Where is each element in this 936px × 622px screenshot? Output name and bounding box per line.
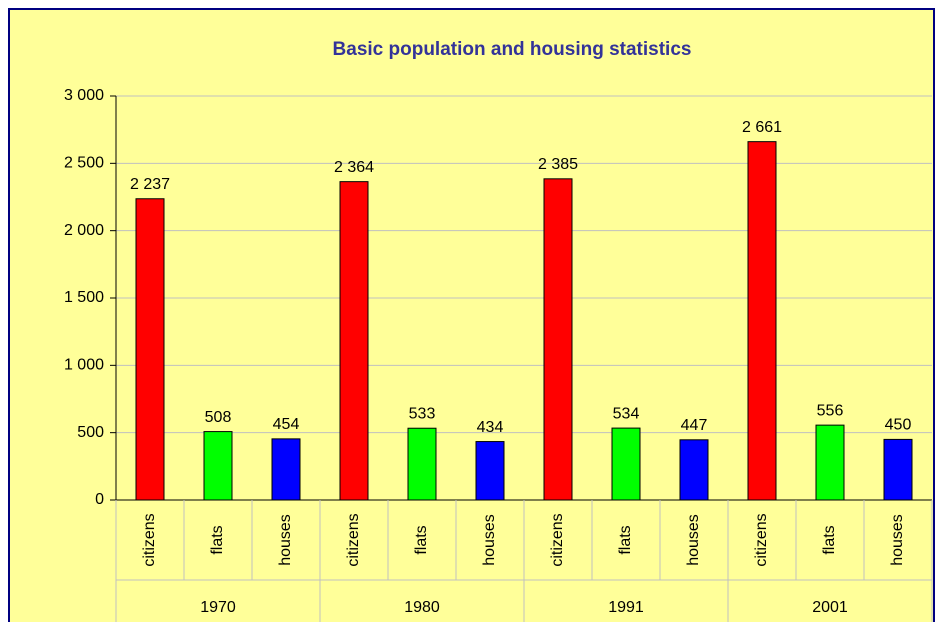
value-label: 2 237 (130, 176, 170, 193)
y-tick-label: 0 (95, 491, 104, 508)
bar (407, 427, 437, 501)
x-tick-label: citizens (345, 513, 362, 566)
bar (611, 427, 641, 501)
x-group-label: 1970 (200, 599, 236, 616)
y-tick-label: 2 500 (64, 155, 104, 172)
y-tick-label: 1 500 (64, 289, 104, 306)
value-label: 454 (273, 416, 300, 433)
bar (135, 198, 165, 501)
value-label: 2 364 (334, 159, 374, 176)
x-group-label: 1980 (404, 599, 440, 616)
bar (883, 438, 913, 501)
x-tick-label: flats (413, 525, 430, 554)
x-tick-label: flats (821, 525, 838, 554)
bar (203, 431, 233, 501)
x-tick-label: houses (685, 514, 702, 566)
value-label: 556 (817, 402, 844, 419)
y-tick-label: 1 000 (64, 357, 104, 374)
x-tick-label: flats (209, 525, 226, 554)
y-tick-label: 3 000 (64, 87, 104, 104)
x-tick-label: citizens (549, 513, 566, 566)
x-tick-label: houses (277, 514, 294, 566)
x-tick-label: citizens (141, 513, 158, 566)
y-tick-label: 2 000 (64, 222, 104, 239)
x-tick-label: flats (617, 525, 634, 554)
x-tick-label: citizens (753, 513, 770, 566)
bar (679, 439, 709, 501)
y-tick-label: 500 (77, 424, 104, 441)
bar (543, 178, 573, 501)
value-label: 534 (613, 405, 640, 422)
value-label: 508 (205, 409, 232, 426)
bar (747, 141, 777, 501)
value-label: 450 (885, 417, 912, 434)
value-label: 447 (681, 417, 708, 434)
bar (475, 441, 505, 501)
x-tick-label: houses (889, 514, 906, 566)
x-group-label: 2001 (812, 599, 848, 616)
value-label: 434 (477, 419, 504, 436)
bar (271, 438, 301, 501)
x-group-label: 1991 (608, 599, 644, 616)
value-label: 533 (409, 405, 436, 422)
value-label: 2 385 (538, 156, 578, 173)
chart-title: Basic population and housing statistics (333, 39, 692, 60)
value-label: 2 661 (742, 119, 782, 136)
x-tick-label: houses (481, 514, 498, 566)
bar (815, 424, 845, 501)
bar (339, 181, 369, 501)
